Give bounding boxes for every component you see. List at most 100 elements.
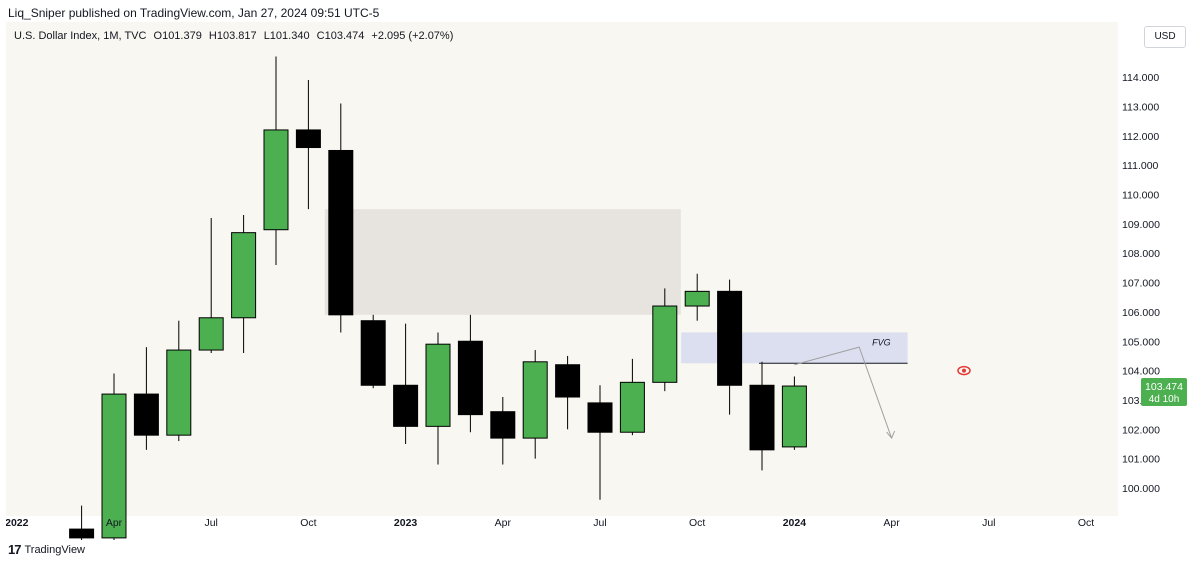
candle [101,373,127,540]
candle-body-up [231,232,257,319]
legend-change: +2.095 (+2.07%) [371,30,454,42]
time-tick-label: Jul [593,517,606,529]
candle [522,350,548,459]
candle-body-up [522,361,548,439]
eye-icon [957,365,971,376]
currency-button[interactable]: USD [1144,26,1186,48]
gap-zone [324,209,681,315]
bar-countdown: 4d 10h [1149,394,1180,405]
time-tick-label: Jul [982,517,995,529]
time-tick-label: Oct [1078,517,1094,529]
eye-pupil [962,368,966,373]
candle-body-up [198,317,224,351]
candle-body-down [393,384,419,427]
candle-body-up [781,385,807,448]
candle [555,355,581,430]
candle [781,376,807,450]
chart-frame[interactable]: FVG 100.000 101.000 102.000 103.000 104.000 1… [6,22,1194,540]
time-tick-label: Apr [495,517,512,529]
legend-low: L101.340 [263,30,310,42]
price-tick-label: 101.000 [1122,454,1160,466]
price-tick-label: 104.000 [1122,366,1160,378]
candle [263,56,289,265]
candle-body-up [166,349,192,436]
fvg-label: FVG [872,338,891,348]
legend-open: O101.379 [153,30,202,42]
candle [231,215,257,353]
legend-close: C103.474 [316,30,365,42]
candle [749,361,775,471]
zones-layer [324,209,908,364]
candle-body-down [457,340,483,416]
candle-body-up [652,305,678,383]
time-tick-label: Oct [689,517,705,529]
candle-body-down [749,384,775,451]
price-tick-label: 111.000 [1122,160,1159,172]
candle [328,103,354,333]
candle-body-up [619,381,645,433]
candlestick-chart[interactable]: FVG 100.000101.000102.000103.000104.0001… [6,22,1194,540]
candle [69,505,95,540]
candle [133,347,159,450]
price-tick-label: 102.000 [1122,424,1160,436]
time-tick-label: Jul [204,517,217,529]
candle [295,80,321,210]
projection-path [794,346,893,439]
candle [360,314,386,389]
candle [717,279,743,415]
candle-body-up [425,343,451,427]
price-tick-label: 113.000 [1122,101,1159,113]
candle [619,358,645,436]
candle-body-up [684,290,710,307]
tradingview-brand: 17 TradingView [8,542,85,557]
candle-body-down [490,411,516,439]
candle [587,385,613,500]
price-tick-label: 114.000 [1122,72,1159,84]
candle-body-down [133,393,159,436]
price-tick-label: 100.000 [1122,483,1160,495]
tradingview-logo-icon: 17 [8,542,22,557]
price-tick-label: 110.000 [1122,190,1159,202]
candle [393,323,419,444]
candle [684,273,710,321]
annotations-layer: FVG [759,338,971,440]
time-tick-label: 2022 [6,517,29,529]
time-tick-label: Apr [883,517,900,529]
time-axis[interactable]: 2022 Apr Jul Oct 2023 Apr Jul Oct 2024 Apr Jul Oct [6,517,1094,529]
candle-body-down [360,320,386,386]
price-tick-label: 107.000 [1122,278,1160,290]
eye-outline [957,365,971,376]
candle-body-down [587,402,613,433]
candle-body-down [555,364,581,398]
candle-body-up [101,393,127,539]
candle [425,332,451,465]
candle-body-down [295,129,321,149]
candle [166,320,192,442]
candle [652,288,678,392]
candle-body-down [717,290,743,386]
candle-body-down [69,528,95,539]
projection-arrowhead [886,430,896,440]
brand-name: TradingView [24,543,86,556]
candle-body-down [328,149,354,316]
price-axis[interactable]: 100.000101.000102.000103.000104.000105.0… [1122,72,1187,495]
price-tick-label: 108.000 [1122,248,1160,260]
symbol-legend: U.S. Dollar Index, 1M, TVC O101.379 H103… [14,30,457,42]
price-tick-label: 105.000 [1122,336,1160,348]
candle [457,314,483,433]
candle [198,217,224,353]
legend-high: H103.817 [208,30,257,42]
last-price-value: 103.474 [1145,381,1183,393]
price-tick-label: 106.000 [1122,307,1160,319]
legend-symbol: U.S. Dollar Index, 1M, TVC [14,30,147,42]
candle [490,397,516,465]
publish-caption: Liq_Sniper published on TradingView.com,… [8,6,380,20]
candle-body-up [263,129,289,231]
last-price-badge [1141,378,1187,407]
time-tick-label: 2024 [783,517,807,529]
candles-layer [69,56,807,540]
time-tick-label: 2023 [394,517,418,529]
price-tick-label: 112.000 [1122,131,1159,143]
time-tick-label: Oct [300,517,316,529]
time-tick-label: Apr [106,517,123,529]
